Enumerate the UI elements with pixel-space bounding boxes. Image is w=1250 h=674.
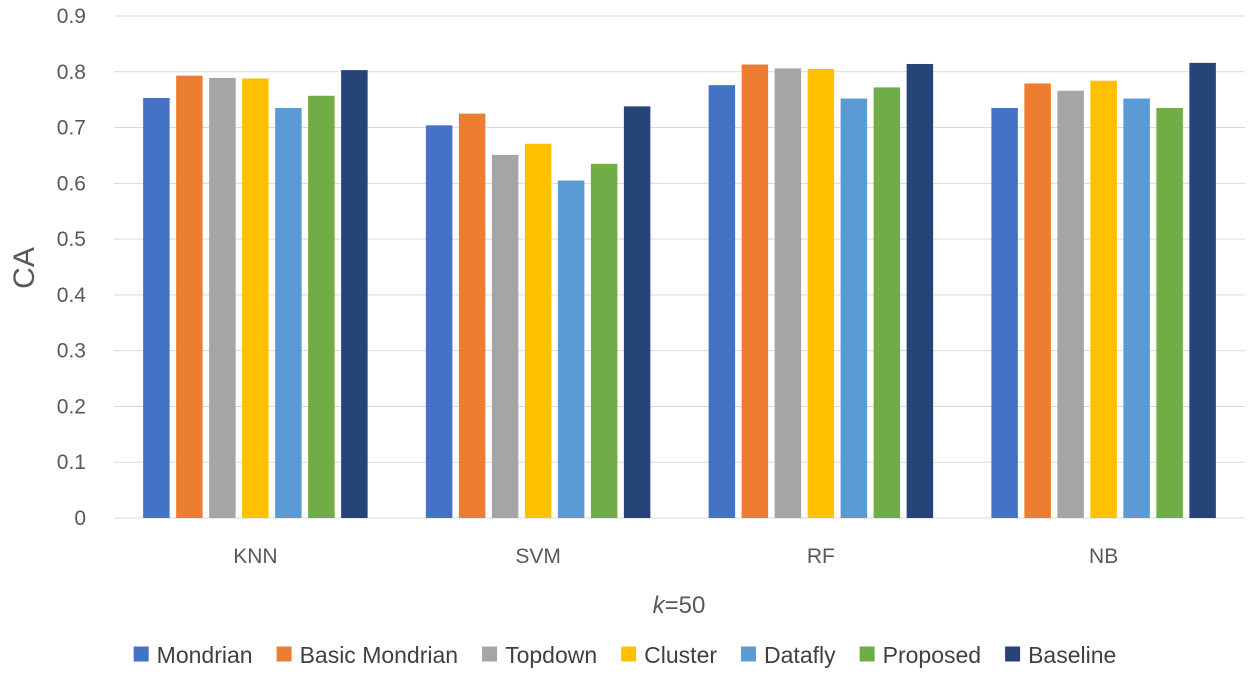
bar-mondrian-nb: [991, 108, 1018, 519]
bar-baseline-rf: [906, 63, 934, 519]
y-tick-label: 0.9: [57, 5, 86, 28]
y-tick-label: 0.2: [57, 395, 86, 418]
x-tick-label: KNN: [233, 545, 277, 568]
bar-topdown-rf: [774, 68, 802, 518]
bar-basic-mondrian-knn: [176, 75, 203, 518]
y-tick-label: 0.6: [57, 172, 86, 195]
bar-topdown-nb: [1057, 90, 1084, 519]
legend-label: Basic Mondrian: [300, 642, 459, 668]
y-tick-label: 0: [74, 507, 86, 530]
bar-topdown-svm: [491, 154, 519, 519]
bar-cluster-svm: [524, 143, 552, 518]
legend-swatch: [276, 646, 292, 662]
x-axis-title-value: =50: [665, 592, 706, 619]
bar-cluster-knn: [242, 78, 269, 519]
y-tick-label: 0.5: [57, 228, 86, 251]
legend-swatch: [859, 646, 875, 662]
legend-swatch: [482, 646, 498, 662]
y-tick-label: 0.3: [57, 340, 86, 363]
gridlines: [114, 15, 1245, 519]
x-tick-label: RF: [807, 545, 835, 568]
x-axis-title: k=50: [653, 592, 706, 619]
y-tick-label: 0.1: [57, 451, 86, 474]
legend-label: Cluster: [644, 642, 717, 668]
legend-swatch: [1005, 646, 1021, 662]
bar-mondrian-knn: [143, 97, 170, 518]
y-tick-label: 0.4: [57, 284, 87, 307]
bar-basic-mondrian-rf: [741, 64, 769, 518]
bar-baseline-svm: [623, 106, 651, 519]
legend-item: Baseline: [1005, 642, 1116, 668]
y-axis-ticks: 0 0.1 0.2 0.3 0.4 0.5 0.6 0.7 0.8 0.9: [57, 5, 87, 530]
legend-swatch: [621, 646, 637, 662]
x-tick-label: SVM: [515, 545, 561, 568]
bar-basic-mondrian-nb: [1024, 83, 1051, 518]
bar-mondrian-svm: [425, 125, 453, 518]
x-axis-title-variable: k: [653, 592, 667, 619]
bar-mondrian-rf: [708, 85, 736, 519]
legend-label: Topdown: [505, 642, 597, 668]
legend-item: Topdown: [482, 642, 597, 668]
legend-label: Mondrian: [157, 642, 253, 668]
legend-swatch: [741, 646, 757, 662]
legend: Mondrian Basic Mondrian Topdown Cluster Data…: [133, 642, 1116, 668]
x-tick-label: NB: [1089, 545, 1118, 568]
bar-proposed-nb: [1156, 108, 1183, 519]
bar-cluster-nb: [1090, 80, 1117, 519]
legend-item: Datafly: [741, 642, 836, 668]
bar-datafly-nb: [1123, 98, 1150, 518]
legend-label: Proposed: [883, 642, 981, 668]
bar-datafly-knn: [275, 108, 302, 519]
bar-datafly-svm: [557, 180, 585, 519]
bar-basic-mondrian-svm: [458, 113, 486, 518]
legend-item: Cluster: [621, 642, 717, 668]
legend-item: Basic Mondrian: [276, 642, 459, 668]
bar-cluster-rf: [807, 68, 835, 518]
bar-proposed-svm: [590, 163, 618, 519]
bar-datafly-rf: [840, 98, 868, 518]
bar-baseline-nb: [1189, 62, 1216, 518]
bar-topdown-knn: [209, 77, 236, 518]
legend-swatch: [133, 646, 149, 662]
y-tick-label: 0.8: [57, 61, 86, 84]
y-axis-title: CA: [8, 247, 41, 289]
legend-item: Proposed: [859, 642, 981, 668]
bar-proposed-rf: [873, 87, 901, 518]
bar-proposed-knn: [308, 95, 335, 519]
legend-item: Mondrian: [133, 642, 253, 668]
legend-label: Datafly: [764, 642, 836, 668]
bars: [143, 62, 1216, 519]
x-axis-ticks: KNN SVM RF NB: [233, 545, 1118, 568]
bar-baseline-knn: [341, 70, 368, 519]
y-tick-label: 0.7: [57, 117, 86, 140]
legend-label: Baseline: [1028, 642, 1116, 668]
